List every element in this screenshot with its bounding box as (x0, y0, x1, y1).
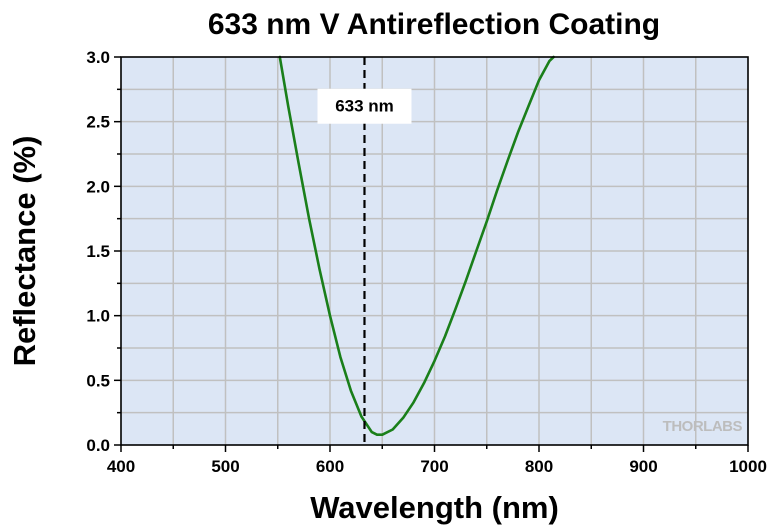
annotation-layer: 633 nm (317, 88, 412, 124)
x-tick-label: 1000 (729, 457, 767, 476)
annotation-text: 633 nm (335, 97, 394, 116)
x-tick-label: 400 (107, 457, 135, 476)
x-axis-label: Wavelength (nm) (310, 490, 559, 525)
chart-title: 633 nm V Antireflection Coating (208, 8, 660, 41)
y-tick-label: 2.5 (86, 113, 110, 132)
y-tick-label: 0.0 (86, 436, 110, 455)
y-tick-label: 1.0 (86, 307, 110, 326)
grid (121, 57, 748, 445)
x-tick-label: 800 (525, 457, 553, 476)
x-tick-label: 900 (629, 457, 657, 476)
annotation-box (317, 88, 412, 124)
x-tick-label: 600 (316, 457, 344, 476)
y-tick-label: 1.5 (86, 242, 110, 261)
x-tick-label: 500 (211, 457, 239, 476)
y-tick-label: 3.0 (86, 48, 110, 67)
series-layer (278, 55, 555, 436)
y-tick-label: 2.0 (86, 177, 110, 196)
y-axis-label: Reflectance (%) (7, 136, 42, 367)
reflectance-curve (278, 55, 555, 436)
thorlabs-logo: THORLABS (663, 418, 743, 435)
axis-ticks: 400 500 600 700 800 900 1000 0.0 0.5 1.0 1.5 2.0 2.5… (86, 48, 767, 476)
x-tick-label: 700 (420, 457, 448, 476)
y-tick-label: 0.5 (86, 371, 110, 390)
